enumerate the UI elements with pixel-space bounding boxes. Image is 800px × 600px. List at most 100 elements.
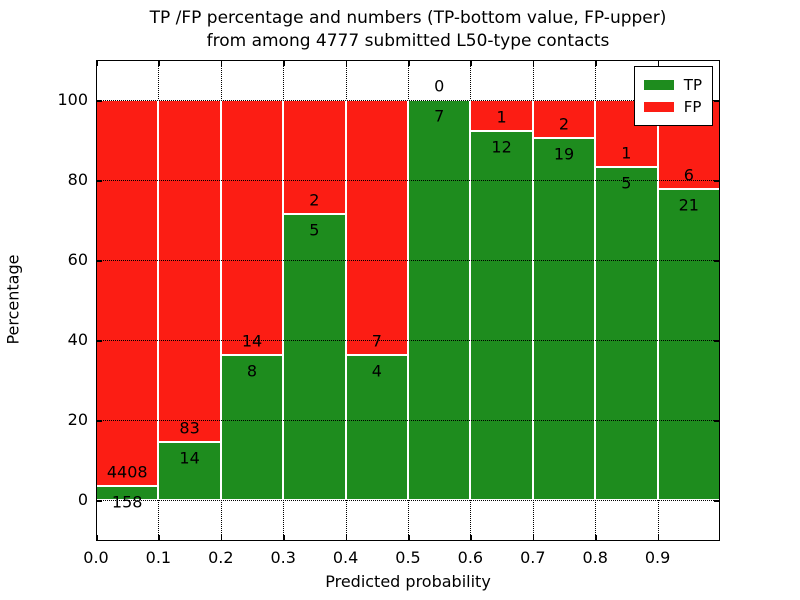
y-gridline bbox=[96, 100, 720, 101]
y-gridline bbox=[96, 180, 720, 181]
legend-entry: TP bbox=[643, 74, 702, 96]
y-tick-mark bbox=[714, 420, 720, 422]
y-tick-mark bbox=[96, 100, 102, 102]
x-tick-mark bbox=[595, 60, 597, 66]
tp-count-label: 14 bbox=[179, 448, 200, 468]
x-tick-label: 0.5 bbox=[395, 548, 421, 567]
y-gridline bbox=[96, 260, 720, 261]
y-tick-mark bbox=[714, 180, 720, 182]
x-tick-mark bbox=[657, 535, 660, 541]
y-gridline bbox=[96, 420, 720, 421]
y-tick-mark bbox=[96, 180, 102, 182]
tp-bar-segment bbox=[470, 130, 533, 500]
y-tick-label: 100 bbox=[57, 90, 88, 109]
tp-count-label: 5 bbox=[309, 220, 320, 240]
tp-count-label: 7 bbox=[434, 106, 445, 126]
x-tick-mark bbox=[345, 535, 348, 541]
x-tick-mark bbox=[718, 60, 720, 66]
fp-bar-segment bbox=[345, 100, 408, 355]
y-gridline bbox=[96, 500, 720, 501]
legend: TP FP bbox=[633, 66, 713, 126]
tp-bar-segment bbox=[595, 166, 658, 500]
y-tick-mark bbox=[96, 500, 102, 502]
x-tick-label: 0.0 bbox=[83, 548, 109, 567]
fp-count-label: 83 bbox=[179, 418, 200, 438]
fp-count-label: 2 bbox=[558, 114, 570, 134]
fp-bar-segment bbox=[96, 100, 159, 487]
fp-count-label: 14 bbox=[241, 331, 263, 351]
tp-count-label: 19 bbox=[553, 144, 575, 164]
x-tick-mark bbox=[220, 60, 223, 66]
chart-title: TP /FP percentage and numbers (TP-bottom… bbox=[96, 7, 720, 53]
tp-count-label: 12 bbox=[491, 137, 512, 157]
x-tick-label: 0.2 bbox=[208, 548, 234, 567]
x-tick-mark bbox=[220, 535, 223, 541]
tp-bar-segment bbox=[345, 354, 408, 500]
x-tick-mark bbox=[532, 535, 535, 541]
x-tick-label: 0.8 bbox=[582, 548, 608, 567]
y-tick-label: 60 bbox=[67, 250, 88, 269]
x-tick-mark bbox=[718, 535, 720, 541]
tp-count-label: 4 bbox=[371, 361, 382, 381]
legend-label: FP bbox=[683, 97, 702, 116]
legend-entry: FP bbox=[643, 96, 702, 118]
fp-count-label: 0 bbox=[434, 76, 445, 96]
tp-count-label: 21 bbox=[678, 195, 699, 215]
legend-swatch-tp bbox=[643, 80, 674, 90]
x-axis-label: Predicted probability bbox=[325, 572, 491, 591]
x-tick-mark bbox=[470, 535, 472, 541]
chart-title-line1: TP /FP percentage and numbers (TP-bottom… bbox=[149, 8, 667, 28]
y-tick-mark bbox=[714, 260, 720, 262]
fp-bar-segment bbox=[220, 100, 284, 355]
x-tick-mark bbox=[158, 60, 160, 66]
tp-bar-segment bbox=[283, 214, 346, 500]
y-tick-mark bbox=[96, 260, 102, 262]
fp-count-label: 7 bbox=[371, 331, 382, 351]
y-tick-mark bbox=[714, 100, 720, 102]
x-tick-mark bbox=[283, 535, 285, 541]
x-tick-label: 0.7 bbox=[520, 548, 546, 567]
fp-bar-segment bbox=[283, 100, 346, 215]
y-tick-label: 40 bbox=[67, 330, 88, 349]
x-tick-mark bbox=[96, 535, 98, 541]
tp-bar-segment bbox=[532, 138, 596, 500]
x-tick-label: 0.3 bbox=[270, 548, 296, 567]
legend-label: TP bbox=[683, 75, 702, 94]
x-tick-mark bbox=[657, 60, 660, 66]
tp-count-label: 158 bbox=[111, 492, 143, 512]
fp-bar-segment bbox=[158, 100, 221, 443]
tp-bar-segment bbox=[657, 188, 720, 500]
fp-count-label: 4408 bbox=[106, 462, 148, 482]
fp-bar-segment bbox=[470, 100, 533, 131]
chart-title-line2: from among 4777 submitted L50-type conta… bbox=[206, 31, 610, 51]
fp-count-label: 2 bbox=[309, 190, 320, 210]
tp-count-label: 8 bbox=[246, 361, 258, 381]
fp-count-label: 1 bbox=[496, 107, 507, 127]
x-tick-label: 0.6 bbox=[457, 548, 484, 567]
x-tick-label: 0.1 bbox=[145, 548, 172, 567]
x-tick-mark bbox=[283, 60, 285, 66]
x-tick-mark bbox=[408, 535, 410, 541]
x-tick-mark bbox=[96, 60, 98, 66]
tp-bar-segment bbox=[220, 354, 284, 500]
x-tick-mark bbox=[595, 535, 597, 541]
plot-area: TP FP 4408 158 83 14 14 8 2 5 7 4 0 7 1 12 2 19 1 5 6 21 bbox=[96, 60, 720, 541]
x-tick-mark bbox=[158, 535, 160, 541]
x-tick-mark bbox=[470, 60, 472, 66]
y-tick-mark bbox=[714, 340, 720, 342]
x-tick-mark bbox=[345, 60, 348, 66]
y-tick-label: 20 bbox=[67, 410, 88, 429]
y-tick-label: 80 bbox=[67, 170, 88, 189]
tp-bar-segment bbox=[158, 442, 221, 500]
y-gridline bbox=[96, 340, 720, 341]
y-tick-label: 0 bbox=[77, 490, 88, 509]
x-tick-label: 0.9 bbox=[644, 548, 671, 567]
y-tick-mark bbox=[96, 340, 102, 342]
y-tick-mark bbox=[714, 500, 720, 502]
x-tick-mark bbox=[532, 60, 535, 66]
y-tick-mark bbox=[96, 420, 102, 422]
legend-swatch-fp bbox=[643, 102, 674, 112]
fp-count-label: 1 bbox=[621, 143, 632, 163]
x-tick-label: 0.4 bbox=[332, 548, 359, 567]
tp-bar-segment bbox=[408, 100, 471, 500]
